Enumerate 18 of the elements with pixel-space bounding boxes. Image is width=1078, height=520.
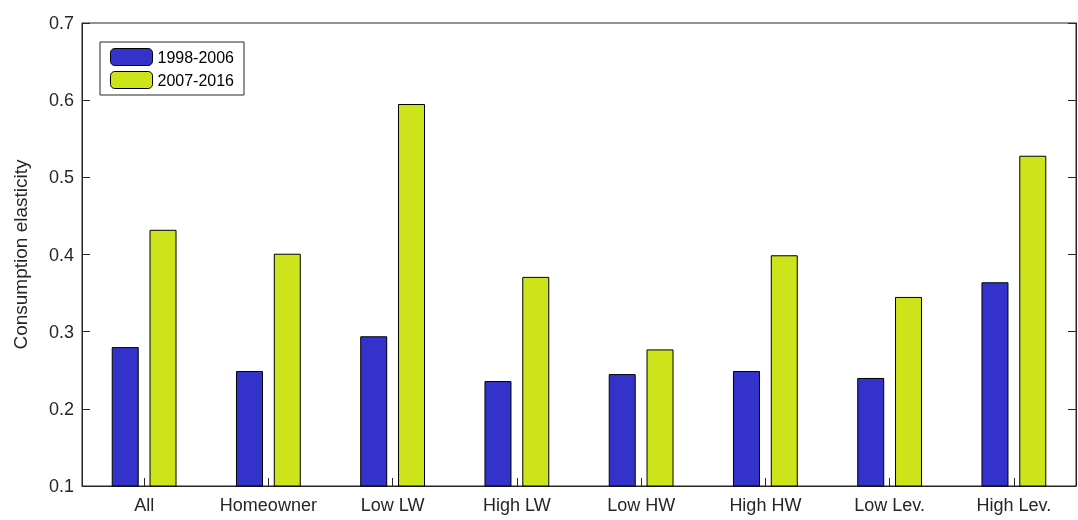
x-tick-label: High Lev. — [976, 495, 1052, 515]
y-tick-label: 0.6 — [48, 90, 74, 111]
x-tick-label: Low LW — [360, 495, 425, 515]
x-tick-label: Low Lev. — [854, 495, 925, 515]
y-tick-label: 0.1 — [48, 476, 74, 496]
y-tick-label: 0.3 — [48, 321, 74, 342]
legend-label: 1998-2006 — [157, 48, 235, 66]
y-axis-title: Consumption elasticity — [10, 158, 31, 350]
x-tick-label: All — [134, 495, 155, 515]
y-tick-label: 0.2 — [48, 398, 74, 419]
x-tick-label: High HW — [729, 495, 802, 515]
legend-label: 2007-2016 — [157, 71, 235, 89]
y-tick-label: 0.7 — [48, 13, 74, 33]
y-tick-label: 0.4 — [48, 244, 74, 265]
y-tick-label: 0.5 — [48, 167, 74, 188]
x-tick-label: Homeowner — [219, 495, 317, 515]
x-tick-label: Low HW — [607, 495, 676, 515]
x-tick-label: High LW — [483, 495, 551, 515]
